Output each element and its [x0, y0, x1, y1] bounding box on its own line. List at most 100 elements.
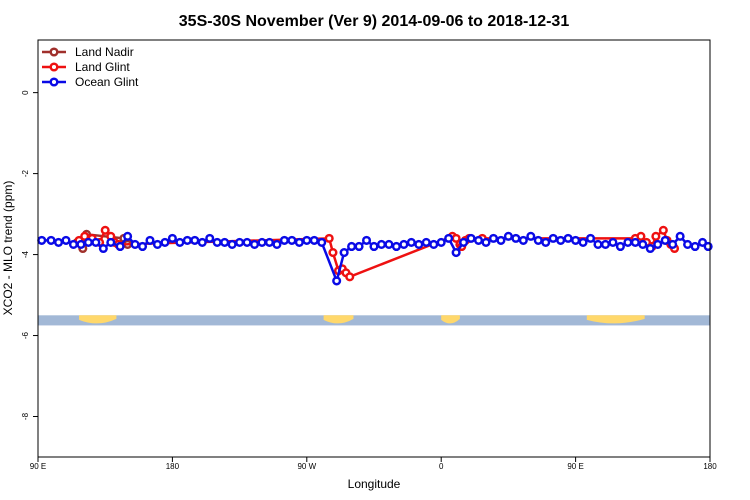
- ocean-glint-point: [302, 235, 312, 245]
- ocean-glint-point: [496, 235, 506, 245]
- x-axis-label: Longitude: [348, 477, 401, 491]
- ocean-glint-point: [220, 237, 230, 247]
- legend-item-land-nadir: Land Nadir: [42, 45, 134, 59]
- ocean-glint-point: [578, 237, 588, 247]
- ocean-glint-point: [526, 231, 536, 241]
- legend-label-land-glint: Land Glint: [75, 60, 130, 74]
- ocean-glint-point: [630, 237, 640, 247]
- y-tick-label: -8: [21, 412, 30, 420]
- x-tick-label: 0: [439, 462, 444, 471]
- y-tick-label: -2: [21, 170, 30, 178]
- ocean-glint-point: [369, 241, 379, 252]
- ocean-glint-point: [697, 237, 708, 247]
- ocean-glint-point: [123, 231, 133, 241]
- ocean-glint-point: [115, 241, 125, 252]
- ocean-glint-point: [272, 239, 282, 250]
- ocean-glint-point: [436, 237, 446, 247]
- ocean-glint-point: [182, 235, 192, 245]
- x-tick-label: 180: [166, 462, 180, 471]
- ocean-glint-point: [384, 239, 394, 250]
- ocean-glint-point: [421, 237, 431, 247]
- x-tick-label: 90 E: [567, 462, 583, 471]
- land-glint-point: [658, 225, 668, 235]
- ocean-glint-point: [76, 239, 86, 250]
- plot-frame: [37, 39, 711, 458]
- ocean-glint-point: [235, 237, 245, 247]
- ocean-glint-point: [46, 235, 56, 245]
- ocean-glint-point: [257, 237, 267, 247]
- ocean-glint-point: [347, 241, 357, 252]
- ocean-glint-point: [668, 239, 678, 250]
- ocean-glint-point: [571, 235, 581, 245]
- ocean-glint-point: [548, 233, 558, 243]
- land-glint-point: [345, 272, 355, 282]
- legend-item-ocean-glint: Ocean Glint: [42, 75, 139, 89]
- ocean-glint-point: [503, 231, 513, 241]
- ocean-glint-point: [451, 247, 461, 258]
- legend-marker-land-glint: [49, 62, 59, 72]
- ocean-glint-point: [227, 239, 237, 250]
- ocean-glint-point: [205, 233, 215, 243]
- land-band-2: [441, 315, 460, 324]
- y-axis: 0 -2 -4 -6 -8: [21, 90, 38, 420]
- legend-marker-ocean-glint: [49, 77, 59, 87]
- y-tick-label: 0: [21, 90, 30, 95]
- ocean-glint-point: [279, 235, 289, 245]
- ocean-glint-point: [608, 237, 618, 247]
- ocean-glint-point: [264, 237, 275, 247]
- land-band-0: [79, 315, 117, 324]
- ocean-band: [38, 315, 710, 326]
- y-tick-label: -4: [21, 250, 30, 258]
- ocean-glint-point: [563, 233, 573, 243]
- x-tick-label: 180: [703, 462, 717, 471]
- land-band-1: [323, 315, 354, 324]
- land-glint-point: [80, 231, 90, 241]
- land-glint-point: [324, 233, 334, 243]
- ocean-glint-point: [287, 235, 297, 245]
- ocean-glint-point: [106, 237, 116, 247]
- ocean-glint-point: [556, 235, 566, 245]
- ocean-glint-point: [212, 237, 222, 247]
- ocean-glint-point: [645, 243, 655, 254]
- ocean-glint-point: [175, 237, 185, 247]
- ocean-glint-point: [638, 239, 648, 250]
- ocean-glint-point: [585, 233, 596, 243]
- ocean-glint-point: [160, 237, 170, 247]
- ocean-glint-point: [68, 239, 79, 250]
- legend-marker-land-nadir: [49, 47, 59, 57]
- ocean-glint-point: [91, 237, 101, 247]
- land-ocean-band: [38, 315, 710, 326]
- ocean-glint-point: [593, 239, 603, 250]
- ocean-glint-point: [317, 237, 327, 247]
- ocean-glint-point: [294, 237, 304, 247]
- ocean-glint-point: [137, 241, 148, 252]
- ocean-glint-point: [653, 239, 663, 250]
- ocean-glint-point: [459, 237, 469, 247]
- ocean-glint-point: [660, 235, 670, 245]
- ocean-glint-point: [541, 237, 551, 247]
- y-tick-label: -6: [21, 331, 30, 339]
- land-band-3: [586, 315, 645, 324]
- ocean-glint-point: [339, 247, 349, 258]
- ocean-glint-point: [98, 243, 108, 254]
- ocean-glint-point: [242, 237, 252, 247]
- ocean-glint-point: [376, 239, 387, 250]
- ocean-glint-point: [83, 237, 93, 247]
- ocean-glint-point: [197, 237, 207, 247]
- land-glint-point: [100, 225, 110, 235]
- ocean-glint-point: [690, 241, 700, 252]
- x-tick-label: 90 W: [297, 462, 316, 471]
- ocean-glint-point: [600, 239, 611, 250]
- ocean-glint-point: [399, 239, 409, 250]
- ocean-glint-point: [429, 239, 439, 250]
- legend-item-land-glint: Land Glint: [42, 60, 130, 74]
- legend-label-land-nadir: Land Nadir: [75, 45, 134, 59]
- ocean-glint-point: [61, 235, 71, 245]
- ocean-glint-point: [361, 235, 372, 245]
- ocean-glint-point: [683, 239, 693, 250]
- ocean-glint-point: [53, 237, 64, 247]
- ocean-glint-point: [615, 241, 625, 252]
- ocean-glint-point: [414, 239, 424, 250]
